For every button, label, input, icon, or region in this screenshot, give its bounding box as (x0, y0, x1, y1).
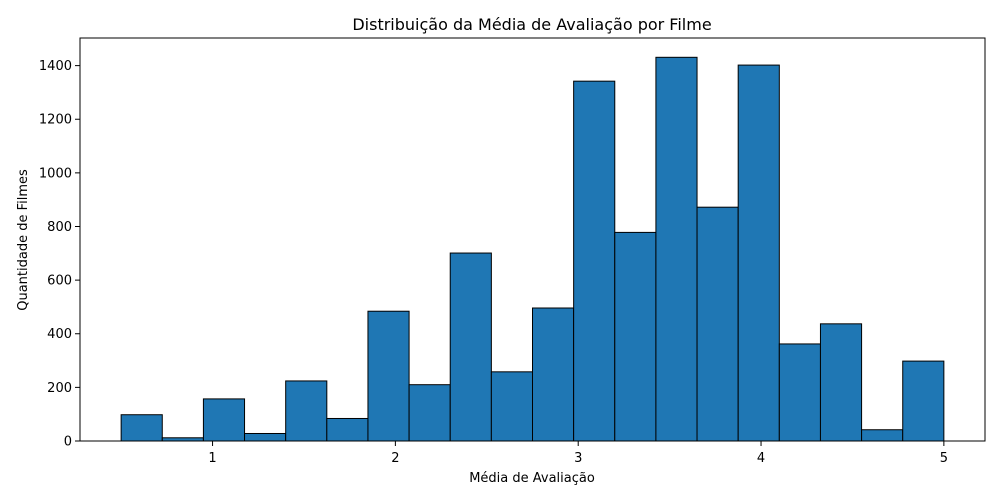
plot-area-frame (79, 37, 986, 442)
histogram-bar (285, 380, 328, 442)
y-tick-label: 600 (47, 274, 72, 289)
y-axis-ticks: 0 200 400 600 800 1000 1200 1400 (39, 59, 80, 450)
x-tick-label: 4 (757, 451, 765, 466)
histogram-bar (326, 417, 369, 442)
histogram-bar (573, 80, 616, 442)
y-tick-label: 800 (47, 220, 72, 235)
histogram-bar (244, 432, 287, 442)
histogram-bar (449, 252, 492, 442)
y-tick-label: 0 (64, 435, 72, 450)
histogram-bar (120, 414, 163, 442)
x-axis-ticks: 1 2 3 4 5 (208, 441, 948, 466)
x-tick-label: 5 (940, 451, 948, 466)
x-tick-label: 1 (208, 451, 216, 466)
x-axis-label: Média de Avaliação (469, 471, 595, 486)
y-tick-label: 1400 (39, 59, 72, 74)
y-tick-label: 1200 (39, 113, 72, 128)
chart-title: Distribuição da Média de Avaliação por F… (352, 15, 711, 34)
histogram-bar (367, 310, 410, 442)
histogram-bar (861, 429, 904, 442)
histogram-bar (614, 231, 657, 442)
y-tick-label: 200 (47, 381, 72, 396)
histogram-bar (655, 56, 698, 442)
y-tick-label: 1000 (39, 166, 72, 181)
x-tick-label: 2 (391, 451, 399, 466)
histogram-bar (532, 307, 575, 442)
histogram-bar (202, 398, 246, 442)
x-tick-label: 3 (574, 451, 582, 466)
y-axis-label: Quantidade de Filmes (16, 169, 31, 311)
histogram-bar (408, 384, 451, 442)
histogram-bar (819, 323, 863, 442)
histogram-bar (902, 360, 945, 442)
histogram-bar (696, 206, 739, 442)
bars-group (120, 56, 945, 442)
histogram-bar (778, 343, 821, 442)
histogram-bar (737, 64, 780, 442)
histogram-bar (490, 371, 534, 442)
y-tick-label: 400 (47, 327, 72, 342)
